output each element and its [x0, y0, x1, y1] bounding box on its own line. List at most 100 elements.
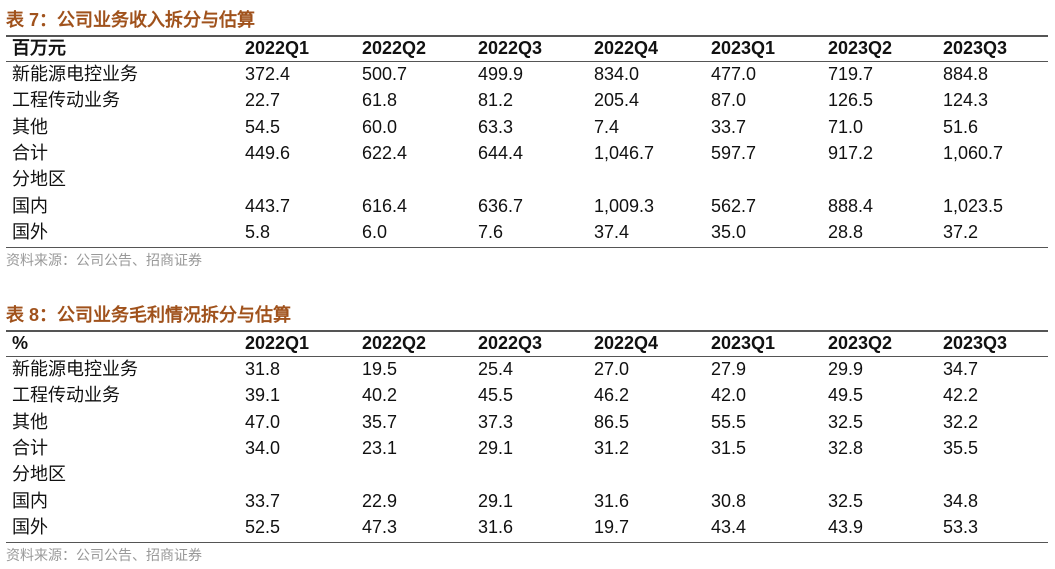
cell: 1,046.7: [594, 142, 655, 163]
cell: 126.5: [828, 90, 874, 111]
header-cell: 2022Q1: [245, 38, 310, 58]
row-label: 国内: [12, 490, 48, 511]
cell: 86.5: [594, 411, 630, 432]
row-label: 新能源电控业务: [12, 64, 138, 84]
cell: 23.1: [362, 437, 398, 458]
header-cell: 2023Q3: [943, 38, 1008, 58]
cell: 53.3: [943, 516, 979, 537]
rule: [6, 356, 1048, 357]
cell: 25.4: [478, 359, 514, 379]
cell: 71.0: [828, 116, 864, 137]
cell: 29.9: [828, 359, 864, 379]
rule: [6, 247, 1048, 249]
row-label: 合计: [12, 142, 48, 163]
cell: 7.4: [594, 116, 620, 137]
header-cell: 百万元: [12, 38, 66, 58]
header-cell: 2023Q1: [711, 333, 776, 353]
cell: 616.4: [362, 195, 408, 216]
cell: 55.5: [711, 411, 747, 432]
cell: 47.3: [362, 516, 398, 537]
header-cell: 2022Q1: [245, 333, 310, 353]
table-title: 表 7：公司业务收入拆分与估算: [6, 10, 256, 30]
cell: 31.5: [711, 437, 747, 458]
header-cell: 2023Q1: [711, 38, 776, 58]
cell: 28.8: [828, 221, 864, 242]
cell: 30.8: [711, 490, 747, 511]
cell: 49.5: [828, 385, 864, 406]
cell: 40.2: [362, 385, 398, 406]
cell: 7.6: [478, 221, 504, 242]
row-label: 国内: [12, 195, 48, 216]
cell: 205.4: [594, 90, 640, 111]
row-label: 国外: [12, 516, 48, 537]
cell: 51.6: [943, 116, 979, 137]
cell: 719.7: [828, 64, 874, 84]
header-cell: 2022Q3: [478, 38, 543, 58]
cell: 29.1: [478, 490, 514, 511]
header-cell: 2022Q4: [594, 38, 659, 58]
header-cell: 2022Q3: [478, 333, 543, 353]
cell: 37.3: [478, 411, 514, 432]
cell: 29.1: [478, 437, 514, 458]
cell: 43.9: [828, 516, 864, 537]
cell: 32.2: [943, 411, 979, 432]
cell: 1,023.5: [943, 195, 1004, 216]
cell: 33.7: [711, 116, 747, 137]
source-note: 资料来源：公司公告、招商证券: [6, 547, 202, 564]
rule: [6, 542, 1048, 544]
cell: 31.2: [594, 437, 630, 458]
rule: [6, 330, 1048, 332]
cell: 834.0: [594, 64, 640, 84]
cell: 124.3: [943, 90, 989, 111]
cell: 46.2: [594, 385, 630, 406]
cell: 34.0: [245, 437, 281, 458]
cell: 32.8: [828, 437, 864, 458]
header-cell: 2022Q2: [362, 333, 427, 353]
row-label: 新能源电控业务: [12, 359, 138, 379]
cell: 1,060.7: [943, 142, 1004, 163]
cell: 34.7: [943, 359, 979, 379]
cell: 622.4: [362, 142, 408, 163]
cell: 42.0: [711, 385, 747, 406]
cell: 32.5: [828, 411, 864, 432]
cell: 43.4: [711, 516, 747, 537]
row-label: 其他: [12, 116, 48, 137]
cell: 32.5: [828, 490, 864, 511]
cell: 35.7: [362, 411, 398, 432]
cell: 499.9: [478, 64, 524, 84]
cell: 33.7: [245, 490, 281, 511]
cell: 917.2: [828, 142, 874, 163]
cell: 60.0: [362, 116, 398, 137]
row-label: 国外: [12, 221, 48, 242]
cell: 35.5: [943, 437, 979, 458]
cell: 35.0: [711, 221, 747, 242]
cell: 31.6: [478, 516, 514, 537]
cell: 477.0: [711, 64, 757, 84]
cell: 636.7: [478, 195, 524, 216]
cell: 22.7: [245, 90, 281, 111]
rule: [6, 35, 1048, 37]
source-note: 资料来源：公司公告、招商证券: [6, 252, 202, 269]
cell: 37.2: [943, 221, 979, 242]
cell: 443.7: [245, 195, 291, 216]
row-label: 分地区: [12, 169, 66, 190]
cell: 5.8: [245, 221, 271, 242]
cell: 52.5: [245, 516, 281, 537]
row-label: 工程传动业务: [12, 385, 120, 406]
cell: 22.9: [362, 490, 398, 511]
cell: 888.4: [828, 195, 874, 216]
cell: 42.2: [943, 385, 979, 406]
row-label: 合计: [12, 437, 48, 458]
header-cell: 2022Q4: [594, 333, 659, 353]
cell: 37.4: [594, 221, 630, 242]
cell: 884.8: [943, 64, 989, 84]
cell: 54.5: [245, 116, 281, 137]
cell: 19.7: [594, 516, 630, 537]
cell: 31.6: [594, 490, 630, 511]
cell: 61.8: [362, 90, 398, 111]
cell: 372.4: [245, 64, 291, 84]
cell: 562.7: [711, 195, 757, 216]
header-cell: 2023Q2: [828, 38, 893, 58]
cell: 597.7: [711, 142, 757, 163]
